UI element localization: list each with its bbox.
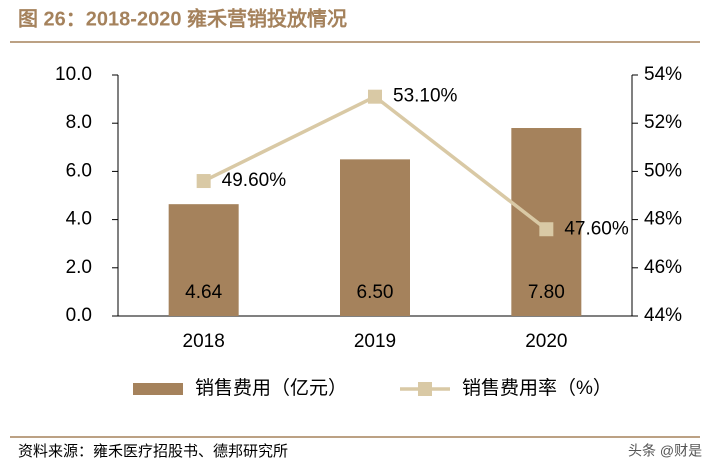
y-tick-label: 10.0 [55, 64, 92, 85]
y-tick-label: 0.0 [66, 305, 92, 326]
y2-tick-label: 50% [644, 160, 682, 181]
y-tick-label: 4.0 [66, 209, 92, 230]
bar [340, 159, 410, 316]
bar-value-label: 6.50 [357, 282, 394, 303]
y2-tick-label: 46% [644, 257, 682, 278]
source: 资料来源：雍禾医疗招股书、德邦研究所 [18, 442, 288, 460]
y-tick-label: 8.0 [66, 112, 92, 133]
y-tick-label: 6.0 [66, 160, 92, 181]
marker [368, 89, 382, 104]
bar [168, 204, 239, 316]
watermark: 头条 @财是 [628, 443, 702, 459]
legend-label: 销售费用（亿元） [195, 377, 347, 399]
line-value-label: 49.60% [222, 170, 287, 191]
marker [196, 174, 211, 189]
bar [511, 128, 582, 316]
chart-title: 图 26：2018-2020 雍禾营销投放情况 [18, 6, 347, 30]
x-tick-label: 2019 [354, 331, 396, 352]
marker [539, 222, 554, 237]
x-tick-label: 2018 [183, 331, 225, 352]
y2-tick-label: 44% [644, 305, 682, 326]
legend-swatch [418, 382, 432, 396]
x-tick-label: 2020 [525, 331, 567, 352]
legend-swatch [133, 383, 183, 395]
bar-value-label: 7.80 [528, 282, 565, 303]
y-tick-label: 2.0 [66, 257, 92, 278]
line-value-label: 47.60% [564, 218, 629, 239]
bar-value-label: 4.64 [185, 282, 222, 303]
legend-label: 销售费用率（%） [462, 377, 612, 399]
y2-tick-label: 54% [644, 64, 682, 85]
y2-tick-label: 48% [644, 209, 682, 230]
line-value-label: 53.10% [393, 86, 458, 107]
y2-tick-label: 52% [644, 112, 682, 133]
